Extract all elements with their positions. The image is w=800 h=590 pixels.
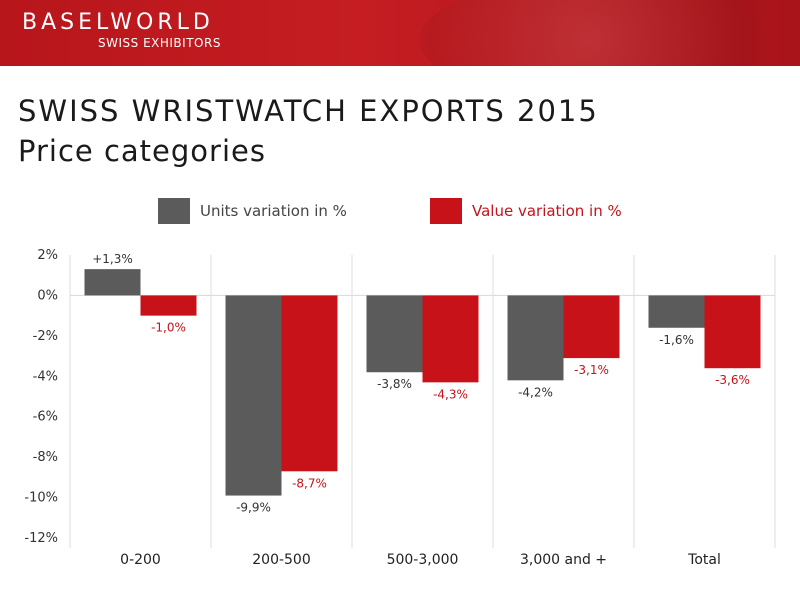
y-tick-label: -10% — [24, 491, 58, 506]
units-data-label: -1,6% — [659, 333, 694, 347]
x-category-label: Total — [687, 552, 721, 568]
header-banner: BASELWORLD SWISS EXHIBITORS — [0, 0, 800, 66]
units-bar — [648, 295, 705, 328]
legend-item-value: Value variation in % — [430, 198, 622, 224]
value-bar — [704, 295, 761, 369]
legend-item-units: Units variation in % — [158, 198, 347, 224]
y-tick-label: -8% — [33, 450, 58, 465]
brand-logo: BASELWORLD SWISS EXHIBITORS — [22, 10, 221, 50]
units-bar — [366, 295, 423, 373]
value-data-label: -3,6% — [715, 373, 750, 387]
legend-swatch-value — [430, 198, 462, 224]
slide-subtitle: Price categories — [18, 134, 266, 168]
value-bar — [563, 295, 620, 359]
value-bar — [140, 295, 197, 316]
value-data-label: -4,3% — [433, 387, 468, 401]
chart-legend: Units variation in % Value variation in … — [0, 198, 800, 228]
x-category-label: 200-500 — [252, 552, 311, 568]
value-bar — [422, 295, 479, 383]
y-tick-label: -4% — [33, 369, 58, 384]
units-bar — [84, 269, 141, 296]
y-tick-label: -12% — [24, 531, 58, 546]
x-category-label: 500-3,000 — [387, 552, 459, 568]
units-bar — [507, 295, 564, 381]
legend-swatch-units — [158, 198, 190, 224]
x-category-label: 3,000 and + — [520, 552, 607, 568]
bar-chart: 2% 0% -2% -4% -6% -8% -10% -12% +1,3% -9,9% -3,8% -… — [24, 248, 776, 568]
units-bar — [225, 295, 282, 496]
value-data-label: -8,7% — [292, 476, 327, 490]
brand-name: BASELWORLD — [22, 10, 214, 35]
y-tick-label: 2% — [37, 248, 58, 263]
legend-label-value: Value variation in % — [472, 202, 622, 220]
units-data-label: +1,3% — [92, 252, 133, 266]
units-data-label: -9,9% — [236, 501, 271, 515]
value-data-label: -3,1% — [574, 363, 609, 377]
units-data-label: -3,8% — [377, 377, 412, 391]
y-tick-label: -6% — [33, 410, 58, 425]
brand-subtitle: SWISS EXHIBITORS — [98, 36, 221, 50]
legend-label-units: Units variation in % — [200, 202, 347, 220]
value-data-label: -1,0% — [151, 321, 186, 335]
y-tick-label: 0% — [37, 288, 58, 303]
value-bar — [281, 295, 338, 472]
slide-title: SWISS WRISTWATCH EXPORTS 2015 — [18, 94, 599, 128]
y-tick-label: -2% — [33, 329, 58, 344]
banner-pattern — [420, 0, 800, 66]
units-data-label: -4,2% — [518, 385, 553, 399]
x-category-label: 0-200 — [120, 552, 161, 568]
